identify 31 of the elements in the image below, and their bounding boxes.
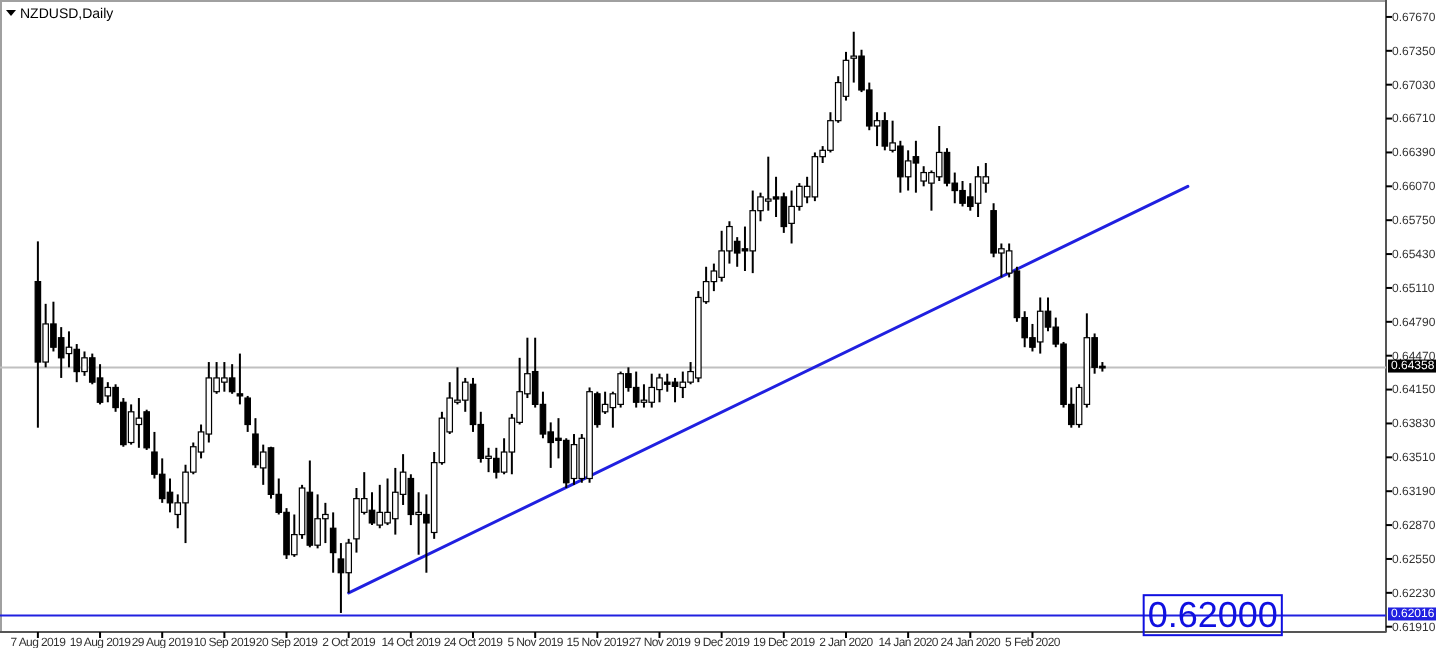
candlestick <box>881 111 889 152</box>
candlestick <box>935 124 943 183</box>
candlestick <box>749 189 757 275</box>
candlestick <box>904 149 912 192</box>
candlestick <box>314 493 321 550</box>
candlestick <box>221 361 228 393</box>
candlestick <box>912 139 920 194</box>
candlestick <box>368 491 376 527</box>
candlestick <box>562 437 570 490</box>
candlestick <box>959 180 966 208</box>
candlestick <box>679 370 687 400</box>
candlestick <box>1036 296 1044 355</box>
candlestick <box>376 483 384 530</box>
candlestick <box>127 403 135 446</box>
candlestick <box>943 147 951 188</box>
candlestick <box>632 370 640 409</box>
candlestick <box>974 165 982 219</box>
candlestick <box>772 175 780 219</box>
candlestick <box>96 363 104 406</box>
candlestick <box>788 189 795 245</box>
candlestick <box>656 372 663 404</box>
candlestick <box>570 433 578 486</box>
candlestick <box>158 457 166 504</box>
candlestick <box>811 151 819 203</box>
candlestick <box>81 350 88 377</box>
candlestick <box>104 381 112 404</box>
candlestick <box>764 155 772 212</box>
candlestick <box>493 446 500 480</box>
candlestick <box>57 326 65 379</box>
candlestick <box>648 372 656 409</box>
candlestick <box>718 229 725 283</box>
